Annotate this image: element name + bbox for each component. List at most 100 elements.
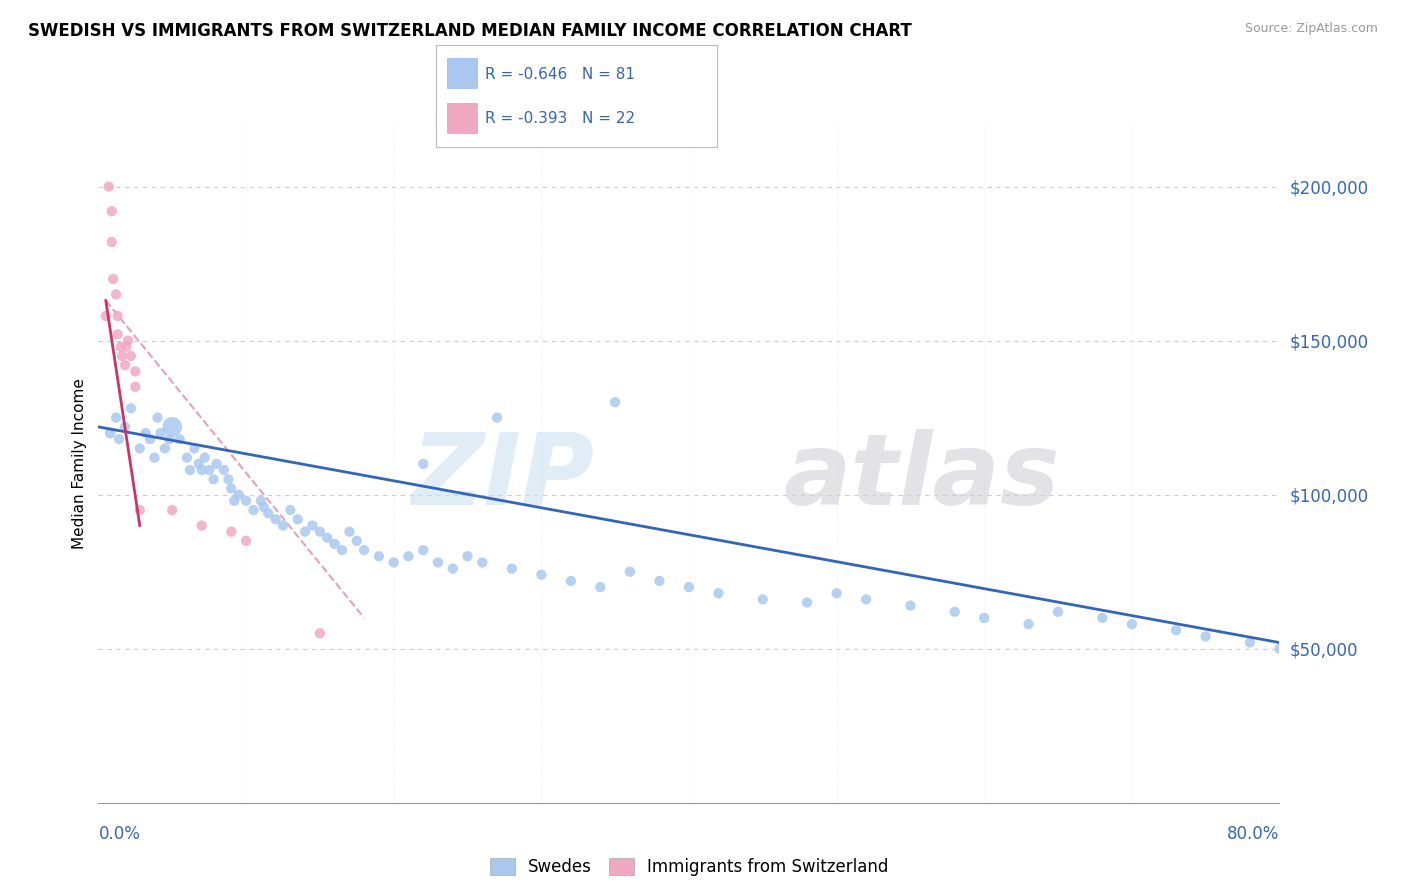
Point [224, 493, 246, 508]
Point [486, 410, 509, 425]
Point [346, 533, 368, 548]
Text: R = -0.646   N = 81: R = -0.646 N = 81 [485, 67, 636, 81]
Legend: Swedes, Immigrants from Switzerland: Swedes, Immigrants from Switzerland [484, 851, 894, 882]
Point [412, 457, 434, 471]
Point [100, 235, 122, 249]
Point [751, 592, 773, 607]
Point [501, 561, 523, 575]
Point [108, 432, 131, 446]
Point [94, 309, 117, 323]
Point [107, 309, 129, 323]
Point [316, 531, 339, 545]
Point [153, 442, 176, 456]
Point [139, 432, 162, 446]
Point [707, 586, 730, 600]
Point [105, 410, 128, 425]
Point [589, 580, 612, 594]
Point [1091, 611, 1114, 625]
Point [301, 518, 323, 533]
Point [191, 518, 214, 533]
Point [191, 463, 214, 477]
Point [162, 420, 183, 434]
Point [382, 556, 405, 570]
Point [264, 512, 287, 526]
Text: SWEDISH VS IMMIGRANTS FROM SWITZERLAND MEDIAN FAMILY INCOME CORRELATION CHART: SWEDISH VS IMMIGRANTS FROM SWITZERLAND M… [28, 22, 912, 40]
Point [100, 204, 122, 219]
Point [187, 457, 209, 471]
Point [235, 533, 257, 548]
Point [1121, 617, 1143, 632]
Point [427, 556, 450, 570]
Point [619, 565, 641, 579]
Point [900, 599, 922, 613]
Point [97, 179, 120, 194]
Point [678, 580, 700, 594]
Point [368, 549, 391, 564]
Point [353, 543, 375, 558]
Point [323, 537, 346, 551]
Point [825, 586, 848, 600]
Point [560, 574, 582, 588]
Point [605, 395, 627, 409]
Point [146, 410, 169, 425]
Point [855, 592, 877, 607]
Point [287, 512, 309, 526]
Point [107, 327, 129, 342]
Point [114, 358, 136, 372]
Point [194, 450, 217, 465]
Point [143, 450, 166, 465]
Point [128, 442, 150, 456]
Point [271, 518, 294, 533]
Point [648, 574, 671, 588]
Point [278, 503, 302, 517]
Point [1268, 641, 1291, 656]
Point [149, 425, 172, 440]
Point [124, 380, 146, 394]
Point [135, 425, 157, 440]
Point [1046, 605, 1069, 619]
Text: 0.0%: 0.0% [98, 825, 141, 843]
Point [103, 272, 125, 286]
Text: 80.0%: 80.0% [1227, 825, 1279, 843]
Text: atlas: atlas [783, 429, 1060, 526]
Text: R = -0.393   N = 22: R = -0.393 N = 22 [485, 112, 636, 126]
Point [124, 364, 146, 378]
Point [471, 556, 494, 570]
Point [162, 503, 183, 517]
Point [205, 457, 228, 471]
Point [294, 524, 316, 539]
Point [120, 349, 142, 363]
Point [217, 472, 239, 486]
Y-axis label: Median Family Income: Median Family Income [72, 378, 87, 549]
Point [219, 482, 242, 496]
Point [114, 420, 136, 434]
Point [253, 500, 276, 514]
Point [242, 503, 264, 517]
Point [176, 450, 198, 465]
Point [228, 488, 250, 502]
Point [330, 543, 353, 558]
Point [339, 524, 360, 539]
Point [396, 549, 419, 564]
Point [105, 287, 128, 301]
Point [157, 432, 180, 446]
Point [796, 595, 818, 609]
Point [117, 334, 139, 348]
Point [198, 463, 221, 477]
Point [943, 605, 966, 619]
Point [530, 567, 553, 582]
Point [98, 425, 121, 440]
Point [1017, 617, 1039, 632]
Point [120, 401, 142, 416]
Point [111, 349, 134, 363]
Point [212, 463, 235, 477]
Point [309, 626, 332, 640]
Point [179, 463, 201, 477]
Point [309, 524, 332, 539]
Text: ZIP: ZIP [412, 429, 595, 526]
Point [128, 503, 150, 517]
Point [110, 340, 132, 354]
Point [183, 442, 205, 456]
Point [115, 340, 138, 354]
Point [169, 432, 191, 446]
